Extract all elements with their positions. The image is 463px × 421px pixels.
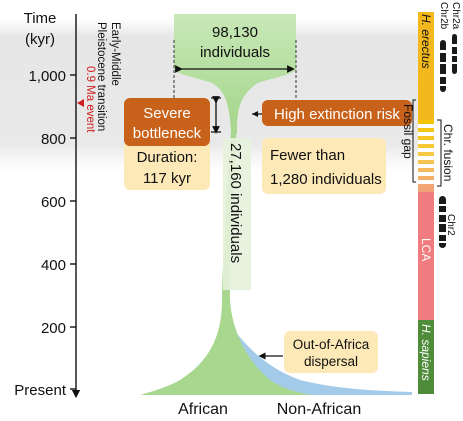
fossil-gap-bracket [412, 99, 416, 183]
lca-label: LCA [419, 238, 433, 261]
time-axis-ticks [70, 74, 76, 390]
chr-fusion-bracket [437, 119, 442, 187]
bottleneck-callout: Severe bottleneck Duration: 117 kyr [124, 98, 210, 190]
chr2b-label: Chr2b [438, 2, 449, 30]
top-count-label: 98,130 [212, 24, 258, 41]
erectus-label: H. erectus [419, 14, 433, 69]
lineage-timeline-bar [418, 12, 434, 394]
sapiens-label: H. sapiens [419, 324, 433, 381]
tick-label-800: 800 [41, 131, 66, 148]
bottleneck-title-line2: bottleneck [133, 125, 202, 142]
stem-label-box [223, 138, 251, 290]
top-unit-label: individuals [200, 44, 270, 61]
axis-title-time: Time [24, 10, 57, 27]
chromosome-2-icon [438, 196, 447, 248]
sapiens-segment [418, 320, 434, 394]
non-african-label: Non-African [277, 401, 361, 418]
chr2-label: Chr2 [445, 214, 456, 236]
non-african-population [226, 318, 412, 395]
bottleneck-body-line2: 117 kyr [143, 170, 191, 187]
dispersal-callout: Out-of-Africa dispersal [284, 331, 378, 373]
african-label: African [178, 401, 228, 418]
fossil-gap-stripes [418, 124, 434, 184]
chr2a-label: Chr2a [450, 2, 461, 30]
bottleneck-body-line1: Duration: [137, 149, 198, 166]
risk-body-line1: Fewer than [270, 147, 345, 164]
tick-label-200: 200 [41, 320, 66, 337]
event-label: 0.9 Ma event [84, 66, 96, 133]
risk-connector-arrow-icon [252, 111, 258, 117]
chromosome-2b-icon [439, 40, 447, 92]
transition-label-line1: Early-Middle [109, 22, 121, 86]
bottleneck-title-line1: Severe [143, 105, 191, 122]
transition-label-line2: Pleistocene transition [95, 22, 107, 131]
tick-label-1000: 1,000 [28, 68, 66, 85]
tick-label-present: Present [14, 382, 67, 399]
risk-title: High extinction risk [274, 106, 400, 123]
event-marker-icon [77, 99, 84, 107]
dispersal-line2: dispersal [304, 354, 358, 369]
risk-body-line2: 1,280 individuals [270, 171, 382, 188]
stem-label: 27,160 individuals [227, 143, 244, 263]
risk-callout: High extinction risk Fewer than 1,280 in… [262, 100, 412, 194]
tick-label-400: 400 [41, 257, 66, 274]
axis-title-kyr: (kyr) [25, 31, 55, 48]
lca-segment [418, 192, 434, 320]
tick-label-600: 600 [41, 194, 66, 211]
chromosome-2a-icon [451, 34, 458, 74]
dispersal-line1: Out-of-Africa [293, 337, 370, 352]
fossil-gap-label: Fossil gap [401, 104, 415, 159]
erectus-segment [418, 12, 434, 120]
bottleneck-neck [231, 112, 237, 134]
chr-fusion-label: Chr. fusion [441, 124, 455, 181]
